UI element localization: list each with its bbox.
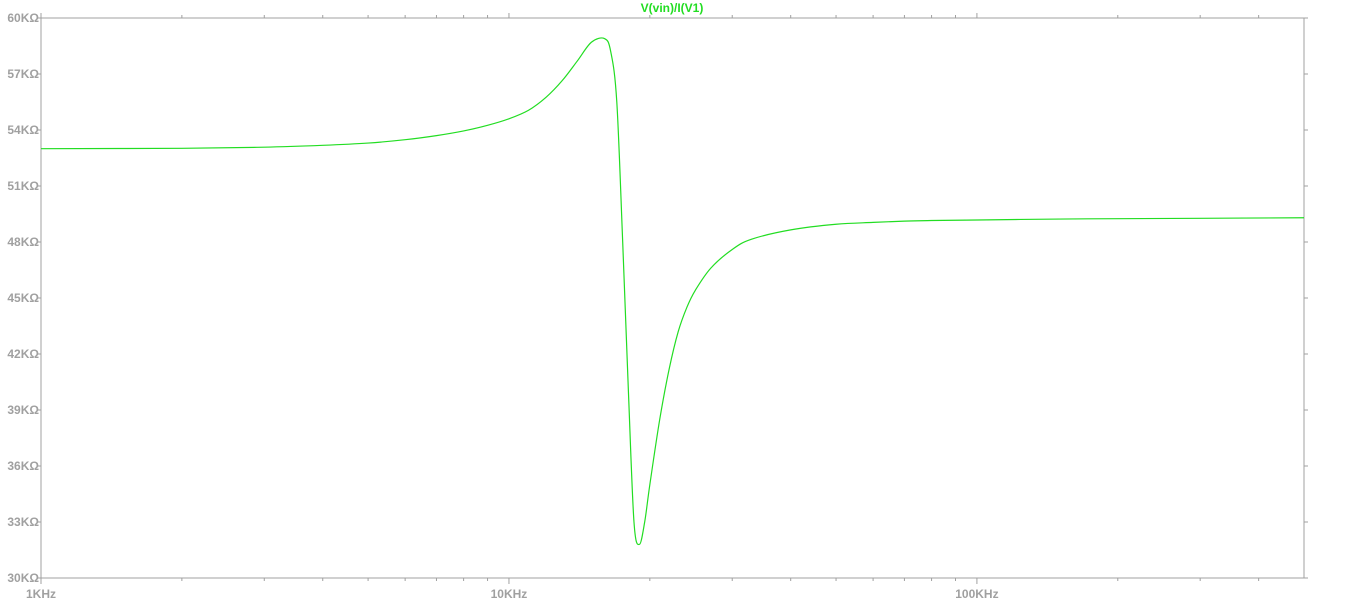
y-tick-label: 60KΩ [7, 11, 39, 25]
y-tick-label: 42KΩ [7, 347, 39, 361]
y-tick-label: 57KΩ [7, 67, 39, 81]
y-tick-label: 54KΩ [7, 123, 39, 137]
y-tick-label: 39KΩ [7, 403, 39, 417]
y-tick-label: 45KΩ [7, 291, 39, 305]
y-tick-label: 51KΩ [7, 179, 39, 193]
y-tick-label: 30KΩ [7, 571, 39, 585]
axis-ticks [37, 13, 1308, 584]
chart-title: V(vin)/I(V1) [641, 1, 704, 15]
x-tick-label: 1KHz [26, 587, 56, 601]
plot-frame [40, 17, 1305, 579]
trace-line [40, 37, 1305, 546]
y-tick-label: 36KΩ [7, 459, 39, 473]
y-tick-label: 48KΩ [7, 235, 39, 249]
x-tick-label: 10KHz [491, 587, 528, 601]
x-tick-label: 100KHz [955, 587, 998, 601]
tick-labels: 60KΩ 57KΩ 54KΩ 51KΩ 48KΩ 45KΩ 42KΩ 39KΩ 36KΩ 33KΩ… [7, 11, 998, 601]
y-tick-label: 33KΩ [7, 515, 39, 529]
